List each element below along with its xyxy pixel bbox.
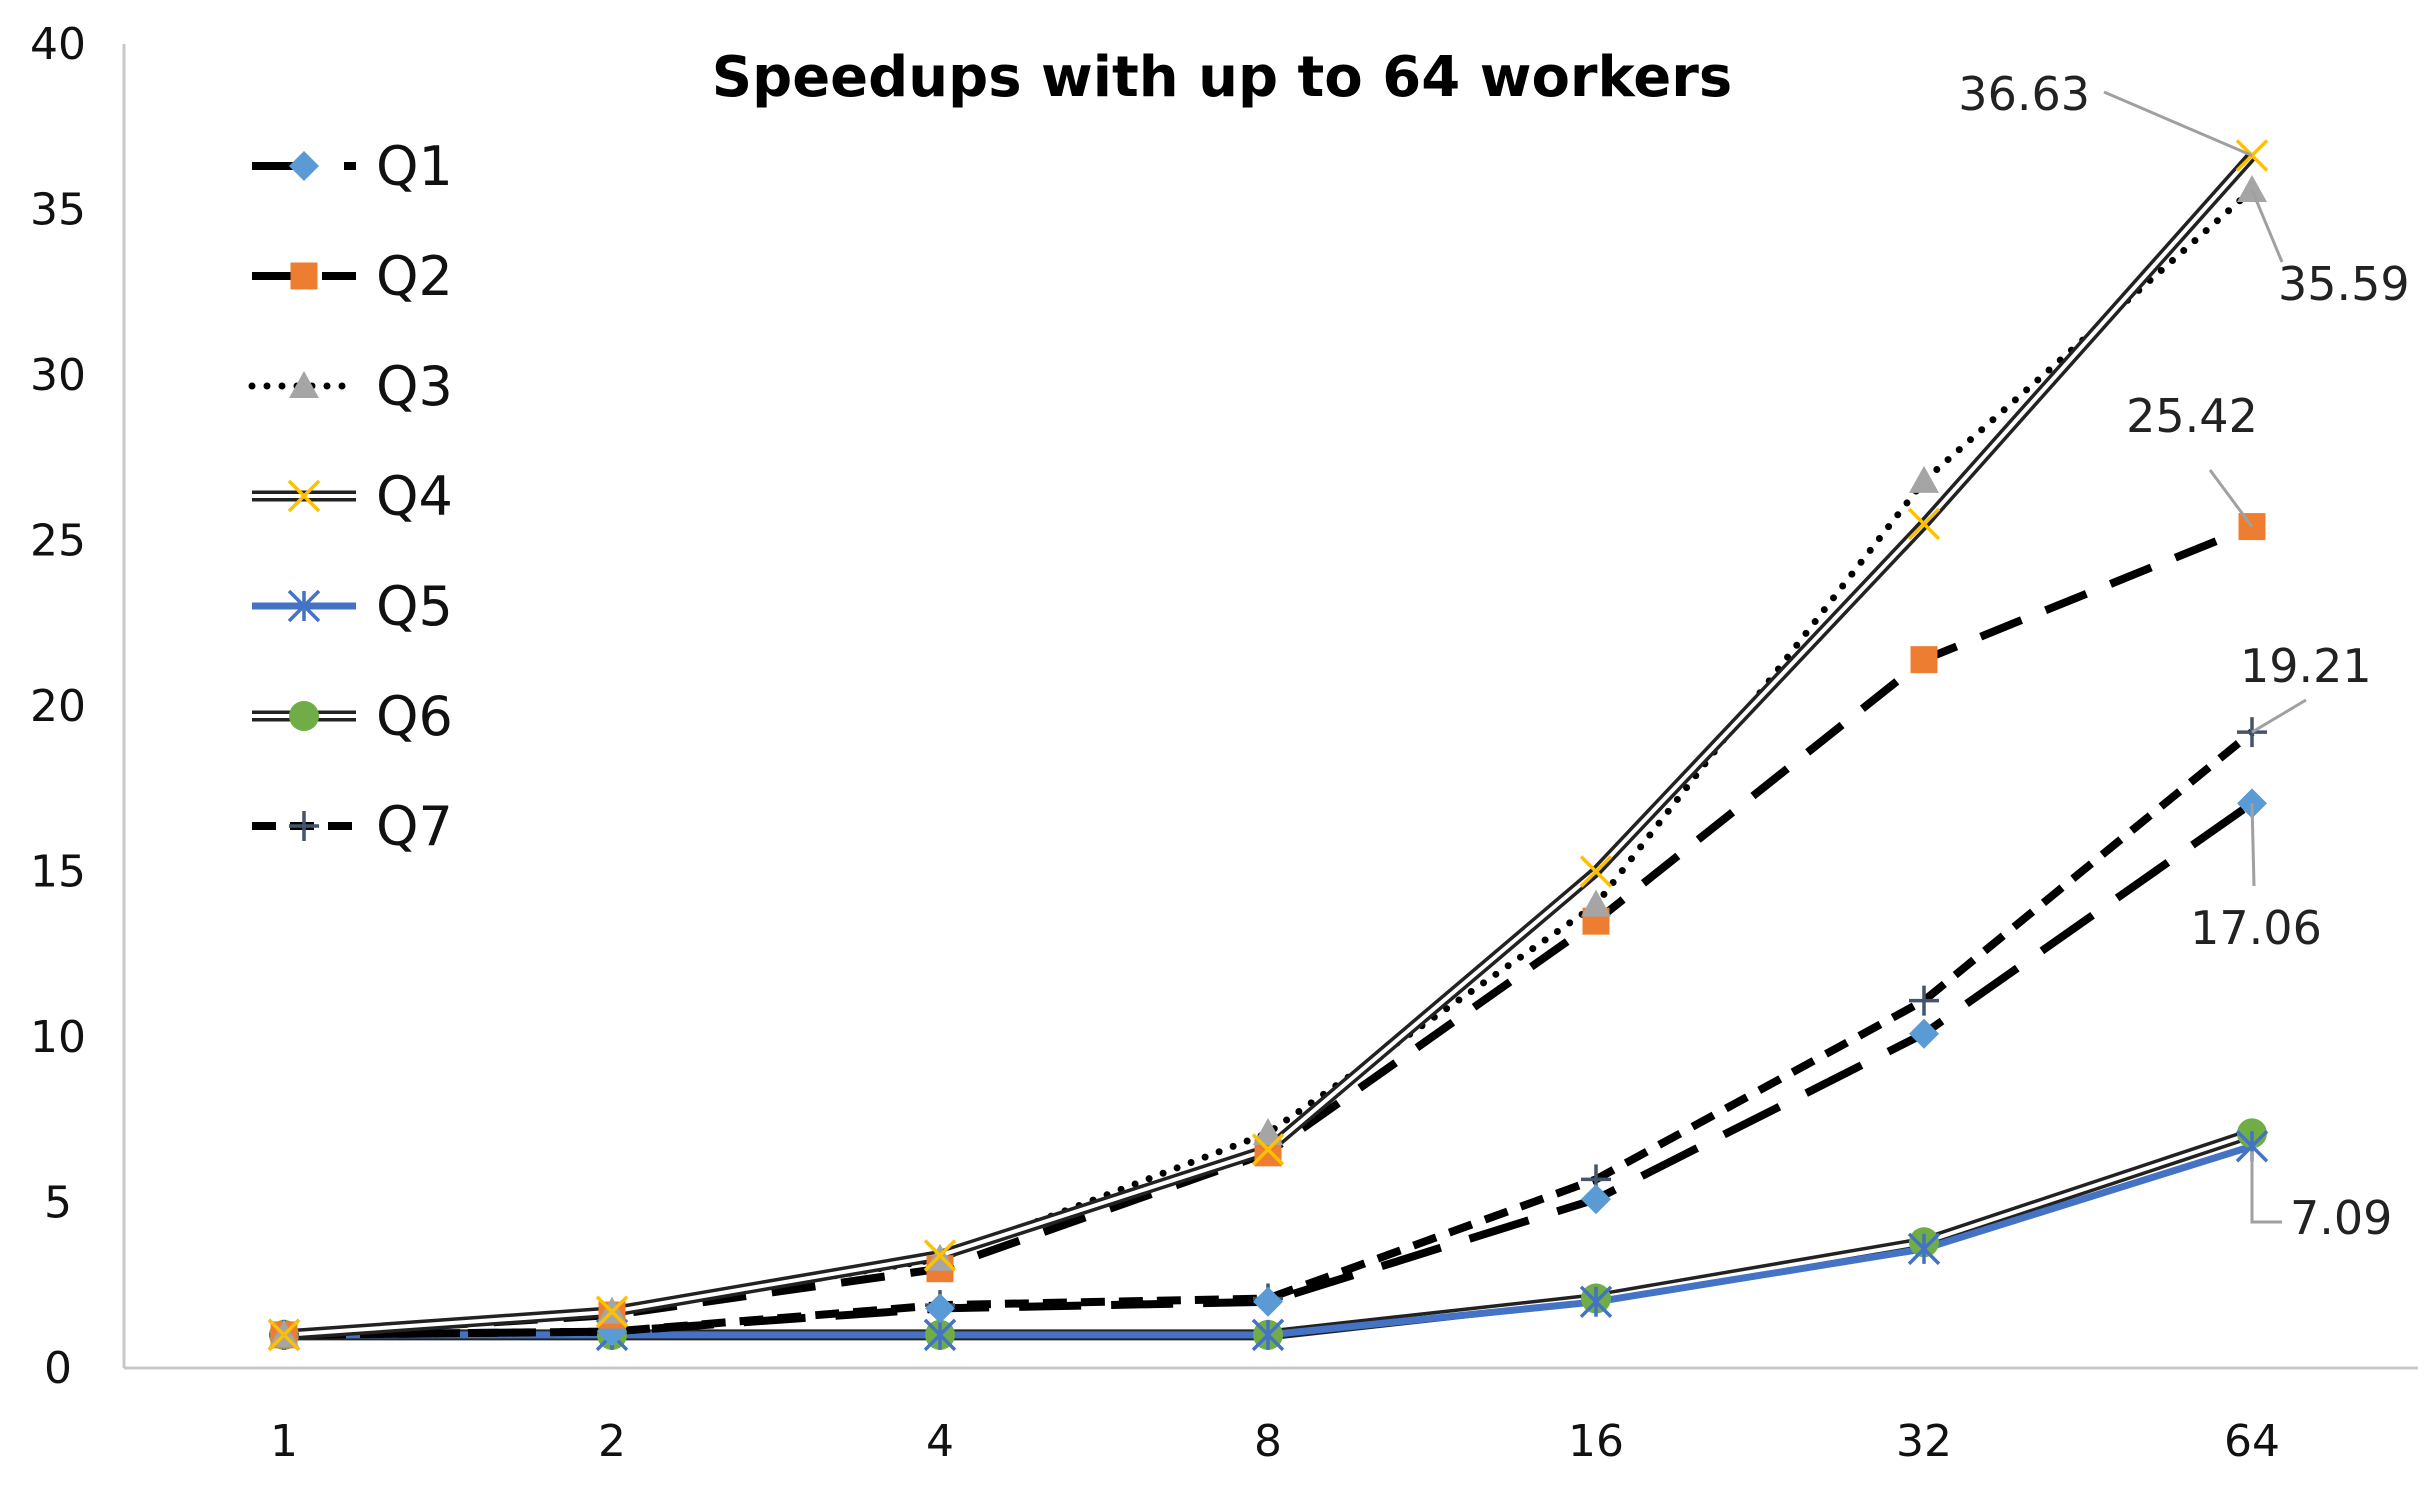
legend-marker-triangle xyxy=(289,371,319,398)
callout-label-q7: 19.21 xyxy=(2240,639,2372,693)
legend-item-q2: Q2 xyxy=(252,245,453,308)
x-tick-label: 16 xyxy=(1568,1416,1624,1467)
data-point-q5 xyxy=(923,1318,957,1352)
data-point-q1 xyxy=(1909,1018,1939,1049)
legend-item-q3: Q3 xyxy=(248,355,453,418)
legend-item-q4: Q4 xyxy=(252,465,453,528)
x-tick-label: 2 xyxy=(598,1416,626,1467)
data-point-q3 xyxy=(2237,174,2267,202)
legend-item-q1: Q1 xyxy=(252,135,453,198)
callout-label-q1: 17.06 xyxy=(2190,901,2322,955)
data-point-q1 xyxy=(925,1293,955,1324)
series-line-q1 xyxy=(283,800,2255,1339)
data-point-q3 xyxy=(1253,1117,1283,1145)
legend-label: Q3 xyxy=(376,355,453,418)
data-point-q4 xyxy=(267,1318,301,1352)
data-point-q2 xyxy=(1910,646,1938,674)
data-point-q3 xyxy=(1581,889,1611,917)
data-point-q7 xyxy=(1909,985,1939,1016)
x-tick-label: 32 xyxy=(1896,1416,1952,1467)
data-point-q5 xyxy=(1907,1232,1941,1266)
data-point-q3 xyxy=(1909,465,1939,493)
x-tick-labels: 1 2 4 8 16 32 64 xyxy=(270,1416,2280,1467)
data-point-q4 xyxy=(595,1295,629,1328)
legend-item-q5: Q5 xyxy=(252,575,453,638)
y-tick-label: 35 xyxy=(30,185,86,236)
legend-label: Q2 xyxy=(376,245,453,308)
data-point-q1 xyxy=(1253,1286,1283,1317)
series-line-q7 xyxy=(283,729,2255,1339)
y-tick-label: 20 xyxy=(30,681,86,732)
data-point-q4 xyxy=(1907,507,1941,541)
y-tick-label: 0 xyxy=(44,1343,72,1394)
x-tick-label: 8 xyxy=(1254,1416,1282,1467)
data-point-q4 xyxy=(1251,1133,1285,1166)
legend-label: Q1 xyxy=(376,135,453,198)
legend-marker-plus xyxy=(289,811,319,841)
legend-label: Q5 xyxy=(376,575,453,638)
callout-leader-q2 xyxy=(2208,469,2254,528)
legend-label: Q6 xyxy=(376,685,453,748)
y-tick-label: 5 xyxy=(44,1178,72,1229)
series-markers xyxy=(267,139,2269,1352)
data-point-q5 xyxy=(1251,1318,1285,1352)
y-tick-label: 25 xyxy=(30,516,86,567)
callout-label-q2: 25.42 xyxy=(2126,389,2258,443)
legend-item-q6: Q6 xyxy=(252,685,453,748)
legend-label: Q4 xyxy=(376,465,453,528)
legend: Q1 Q2 Q3 Q4 Q5 Q6 Q7 xyxy=(248,135,453,858)
legend-marker-diamond xyxy=(289,151,319,181)
callout-label-q6: 7.09 xyxy=(2290,1191,2392,1245)
y-tick-label: 30 xyxy=(30,350,86,401)
chart-axes xyxy=(122,44,2418,1370)
callout-label-q3: 35.59 xyxy=(2278,257,2410,311)
callout-label-q4: 36.63 xyxy=(1958,67,2090,121)
legend-marker-asterisk xyxy=(287,589,321,623)
data-point-q4 xyxy=(1579,855,1613,888)
x-tick-label: 1 xyxy=(270,1416,298,1467)
data-point-q4 xyxy=(923,1239,957,1272)
data-point-q5 xyxy=(1579,1285,1613,1319)
callout-leader-q6 xyxy=(2250,1151,2282,1224)
series-line-q2 xyxy=(283,522,2254,1339)
y-tick-labels: 0 5 10 15 20 25 30 35 40 xyxy=(30,19,86,1394)
callout-leader-q3 xyxy=(2250,189,2284,263)
legend-marker-circle xyxy=(289,701,319,731)
data-point-q1 xyxy=(1581,1184,1611,1215)
legend-label: Q7 xyxy=(376,795,453,858)
y-tick-label: 40 xyxy=(30,19,86,70)
callout-leader-q4 xyxy=(2103,90,2253,157)
legend-marker-x xyxy=(287,479,321,513)
x-tick-label: 4 xyxy=(926,1416,954,1467)
callout-leader-q1 xyxy=(2250,803,2256,887)
x-tick-label: 64 xyxy=(2224,1416,2280,1467)
value-callouts: 36.63 35.59 25.42 19.21 17.06 7.09 xyxy=(1958,67,2409,1245)
y-tick-label: 15 xyxy=(30,847,86,898)
chart-title: Speedups with up to 64 workers xyxy=(712,45,1732,110)
callout-leader-q7 xyxy=(2251,698,2307,734)
legend-item-q7: Q7 xyxy=(252,795,453,858)
legend-marker-square xyxy=(290,262,318,290)
y-tick-label: 10 xyxy=(30,1012,86,1063)
